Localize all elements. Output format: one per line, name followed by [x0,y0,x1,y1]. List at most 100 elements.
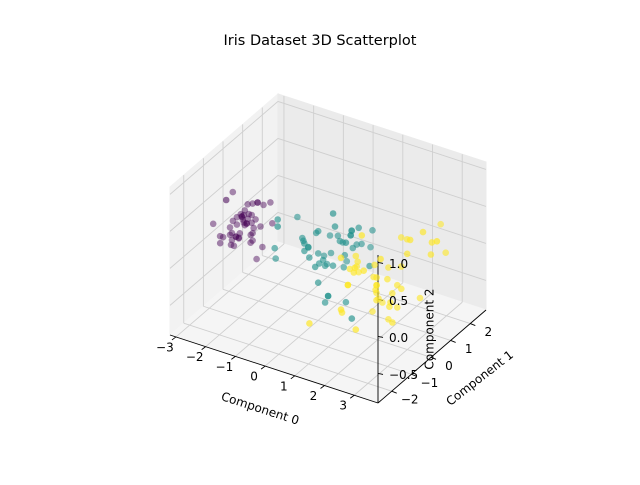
data-point-series-2 [373,296,380,304]
data-point-series-0 [244,215,251,223]
data-point-series-0 [260,201,267,209]
data-point-series-1 [369,227,376,234]
z-tick [377,261,384,264]
grid-z-back [277,100,487,170]
data-point-series-2 [337,254,345,262]
data-point-series-0 [249,200,256,207]
data-point-series-0 [241,221,249,229]
data-point-series-2 [389,290,396,297]
y-tick [450,340,456,343]
data-point-series-0 [216,239,224,247]
data-point-series-1 [274,223,282,230]
data-point-series-1 [321,299,329,306]
data-point-series-1 [342,239,350,246]
grid-x-floor [353,301,463,396]
data-point-series-0 [247,231,254,239]
data-point-series-2 [428,239,436,246]
data-point-series-0 [230,242,238,250]
data-point-series-0 [248,219,255,227]
data-point-series-0 [267,199,274,206]
data-point-series-2 [352,252,360,260]
data-point-series-0 [238,213,246,221]
data-point-series-2 [360,267,368,275]
data-point-series-1 [349,244,357,252]
data-point-series-2 [406,236,414,244]
data-point-series-1 [305,243,312,251]
data-point-series-1 [311,263,319,271]
data-point-series-2 [306,320,313,327]
y-tick [430,356,437,360]
x-tick [171,336,177,341]
data-point-series-2 [394,304,401,311]
y-tick-label: 1 [465,342,473,356]
data-point-series-1 [324,292,332,300]
data-point-series-2 [397,234,405,241]
grid-x-floor [205,253,314,347]
grid-y-floor [242,272,451,341]
data-point-series-1 [366,262,373,270]
data-point-series-2 [377,255,384,263]
data-point-series-0 [247,239,254,246]
data-point-series-1 [312,229,320,237]
data-point-series-2 [337,306,345,313]
data-point-series-0 [232,233,240,240]
data-point-series-2 [442,249,450,256]
data-point-series-2 [427,251,435,258]
data-point-series-2 [344,281,352,289]
z-axis-title: Component 2 [423,288,437,369]
x-tick [349,394,355,399]
data-point-series-1 [343,258,351,265]
data-point-series-2 [354,258,362,266]
data-point-series-2 [351,264,359,272]
data-point-series-0 [237,210,245,218]
data-point-series-0 [244,201,251,208]
data-point-series-1 [367,243,374,251]
data-point-series-0 [226,224,234,231]
data-point-series-2 [373,274,380,281]
data-point-series-0 [254,199,261,206]
data-point-series-1 [274,216,282,223]
data-point-series-2 [389,319,396,326]
data-point-series-0 [219,233,227,241]
data-point-series-2 [403,250,411,258]
grid-x-floor [324,292,433,386]
data-point-series-1 [327,249,335,257]
data-point-series-0 [250,224,257,232]
z-tick-label: 1.0 [389,257,408,271]
grid-z-back [277,174,487,244]
x-tick [201,346,206,351]
x-tick-label: −2 [186,350,204,364]
grid-x-floor [264,272,374,367]
data-point-series-2 [398,263,405,270]
y-tick [470,323,476,326]
z-tick [377,372,384,375]
grid-x-floor [175,243,285,338]
x-tick-label: 2 [310,389,318,403]
data-point-series-1 [272,255,280,262]
data-point-series-1 [358,240,365,248]
data-point-series-0 [229,217,237,225]
data-point-series-2 [358,232,366,239]
data-point-series-0 [235,234,243,241]
axis-panes [169,92,487,404]
data-point-series-0 [253,255,260,263]
grid-x-floor [235,263,344,357]
x-tick-label: 1 [280,379,288,393]
data-point-series-1 [329,210,337,217]
data-point-series-0 [243,220,250,227]
data-point-series-1 [331,223,339,230]
data-point-series-2 [385,264,392,271]
y-tick [411,373,417,377]
data-point-series-0 [216,232,224,240]
data-point-series-2 [416,294,424,302]
data-point-series-1 [306,254,313,261]
data-point-series-1 [334,232,342,240]
z-tick-label: 0.5 [389,294,408,308]
z-tick [377,335,384,338]
z-tick-label: −0.5 [389,368,418,382]
x-tick [320,385,325,389]
data-point-series-0 [235,235,243,242]
data-point-series-0 [239,216,247,223]
data-point-series-0 [233,213,241,221]
data-point-series-0 [241,207,249,214]
